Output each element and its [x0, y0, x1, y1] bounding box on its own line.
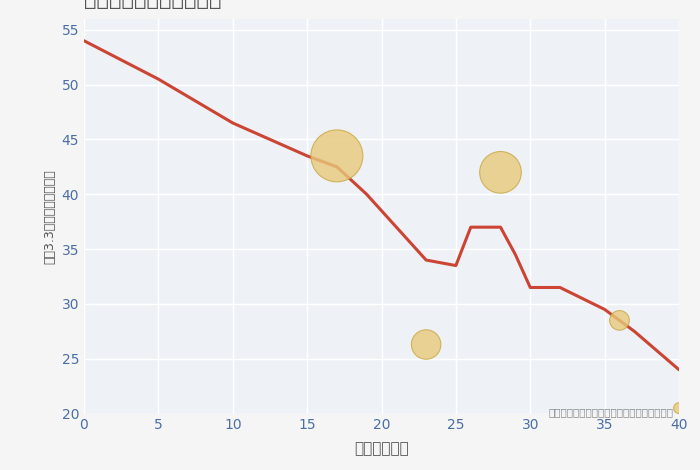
Text: 築年数別中古戸建て価格: 築年数別中古戸建て価格	[84, 0, 221, 9]
Point	[614, 317, 625, 324]
Point	[331, 152, 342, 160]
Y-axis label: 坪（3.3㎡）単価（万円）: 坪（3.3㎡）単価（万円）	[43, 169, 56, 264]
Point	[495, 169, 506, 176]
Point	[421, 341, 432, 348]
Text: 円の大きさは、取引のあった物件面積を示す: 円の大きさは、取引のあった物件面積を示す	[548, 407, 673, 417]
X-axis label: 築年数（年）: 築年数（年）	[354, 441, 409, 456]
Point	[673, 404, 685, 412]
